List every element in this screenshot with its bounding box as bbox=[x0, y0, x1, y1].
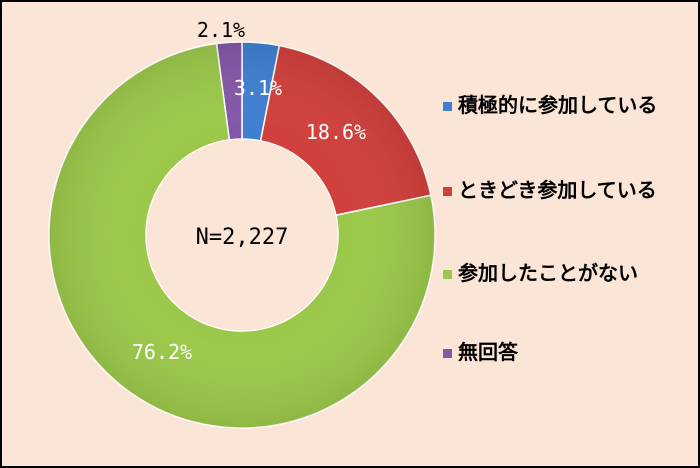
percent-labels-group: 3.1% 18.6% 76.2% 2.1% bbox=[132, 18, 366, 364]
legend-item-3: 無回答 bbox=[443, 340, 519, 364]
legend-label-3: 無回答 bbox=[458, 340, 519, 364]
legend-item-0: 積極的に参加している bbox=[443, 93, 657, 117]
slice-label-2: 76.2% bbox=[132, 340, 192, 364]
center-label: N=2,227 bbox=[196, 225, 289, 250]
legend-label-1: ときどき参加している bbox=[458, 178, 657, 202]
legend-swatch-1 bbox=[443, 187, 452, 196]
slice-label-3: 2.1% bbox=[197, 18, 245, 42]
legend-swatch-2 bbox=[443, 270, 452, 279]
legend-label-2: 参加したことがない bbox=[458, 261, 638, 285]
donut-hole bbox=[146, 139, 338, 331]
legend-swatch-3 bbox=[443, 349, 452, 358]
legend-item-1: ときどき参加している bbox=[443, 178, 657, 202]
slice-label-1: 18.6% bbox=[306, 120, 366, 144]
legend-item-2: 参加したことがない bbox=[443, 261, 638, 285]
legend-label-0: 積極的に参加している bbox=[458, 93, 657, 117]
slice-label-0: 3.1% bbox=[234, 76, 282, 100]
legend-swatch-0 bbox=[443, 102, 452, 111]
